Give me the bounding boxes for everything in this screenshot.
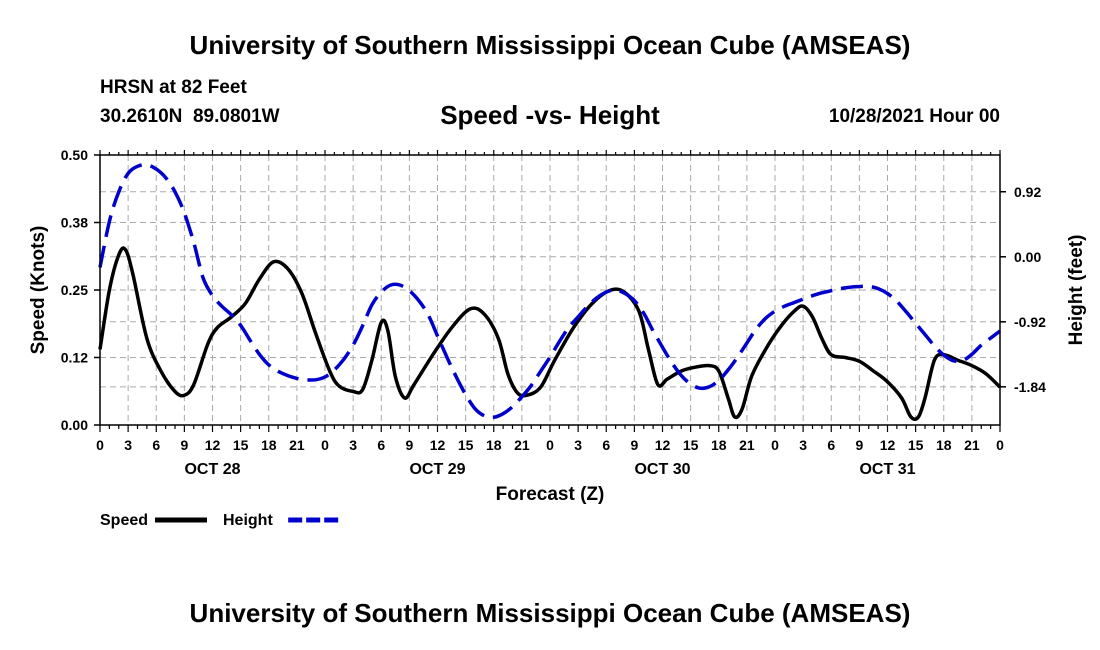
x-tick-label: 18 [261,437,277,453]
x-tick-label: 6 [827,437,835,453]
gridlines [100,155,1000,425]
day-label: OCT 31 [859,461,915,478]
day-label: OCT 28 [184,461,240,478]
series-lines [98,162,1002,421]
y-left-tick-label: 0.50 [61,147,88,163]
y-right-tick-label: 0.92 [1014,184,1041,200]
x-tick-label: 3 [124,437,132,453]
legend: Speed Height [100,512,341,529]
x-tick-label: 21 [739,437,755,453]
x-tick-label: 15 [458,437,474,453]
y-left-tick-label: 0.00 [61,417,88,433]
y-right-tick-label: -1.84 [1014,379,1046,395]
chart-title: Speed -vs- Height [440,100,660,130]
footer-title: University of Southern Mississippi Ocean… [189,598,911,628]
x-tick-label: 18 [486,437,502,453]
station-label: HRSN at 82 Feet [100,77,247,98]
x-tick-label: 12 [655,437,671,453]
x-tick-label: 6 [152,437,160,453]
x-tick-label: 6 [377,437,385,453]
day-label: OCT 29 [409,461,465,478]
x-tick-label: 18 [936,437,952,453]
x-tick-label: 9 [180,437,188,453]
x-tick-label: 3 [349,437,357,453]
x-tick-label: 12 [205,437,221,453]
legend-label-speed: Speed [100,512,148,529]
y-left-axis-title: Speed (Knots) [28,226,49,355]
x-tick-label: 9 [855,437,863,453]
x-tick-label: 12 [880,437,896,453]
axes [94,150,1006,432]
x-axis-title: Forecast (Z) [496,484,605,505]
x-tick-label: 9 [630,437,638,453]
forecast-datetime: 10/28/2021 Hour 00 [828,106,1000,127]
x-tick-label: 21 [289,437,305,453]
x-tick-label: 0 [996,437,1004,453]
x-tick-label: 3 [799,437,807,453]
page-title: University of Southern Mississippi Ocean… [189,30,911,60]
x-tick-label: 21 [514,437,530,453]
x-tick-label: 21 [964,437,980,453]
x-tick-label: 12 [430,437,446,453]
x-tick-label: 0 [771,437,779,453]
legend-label-height: Height [223,512,273,529]
x-tick-label: 6 [602,437,610,453]
axis-labels: 0.00 0.12 0.25 0.38 0.50 0.92 0.00 -0.92 -1.84 0 3… [28,147,1087,505]
y-right-tick-label: -0.92 [1014,314,1046,330]
x-tick-label: 0 [546,437,554,453]
y-left-tick-label: 0.38 [61,215,88,231]
day-label: OCT 30 [634,461,690,478]
x-tick-label: 18 [711,437,727,453]
y-left-tick-label: 0.25 [61,282,88,298]
coordinates-label: 30.2610N 89.0801W [100,106,280,127]
x-tick-label: 15 [233,437,249,453]
x-tick-label: 15 [908,437,924,453]
y-left-tick-label: 0.12 [61,350,88,366]
x-tick-label: 3 [574,437,582,453]
series-line-height [98,162,1002,420]
x-tick-label: 0 [96,437,104,453]
y-right-axis-title: Height (feet) [1066,235,1087,346]
x-tick-label: 15 [683,437,699,453]
x-tick-label: 9 [405,437,413,453]
x-tick-label: 0 [321,437,329,453]
series-line-speed [98,246,1002,421]
y-right-tick-label: 0.00 [1014,249,1041,265]
